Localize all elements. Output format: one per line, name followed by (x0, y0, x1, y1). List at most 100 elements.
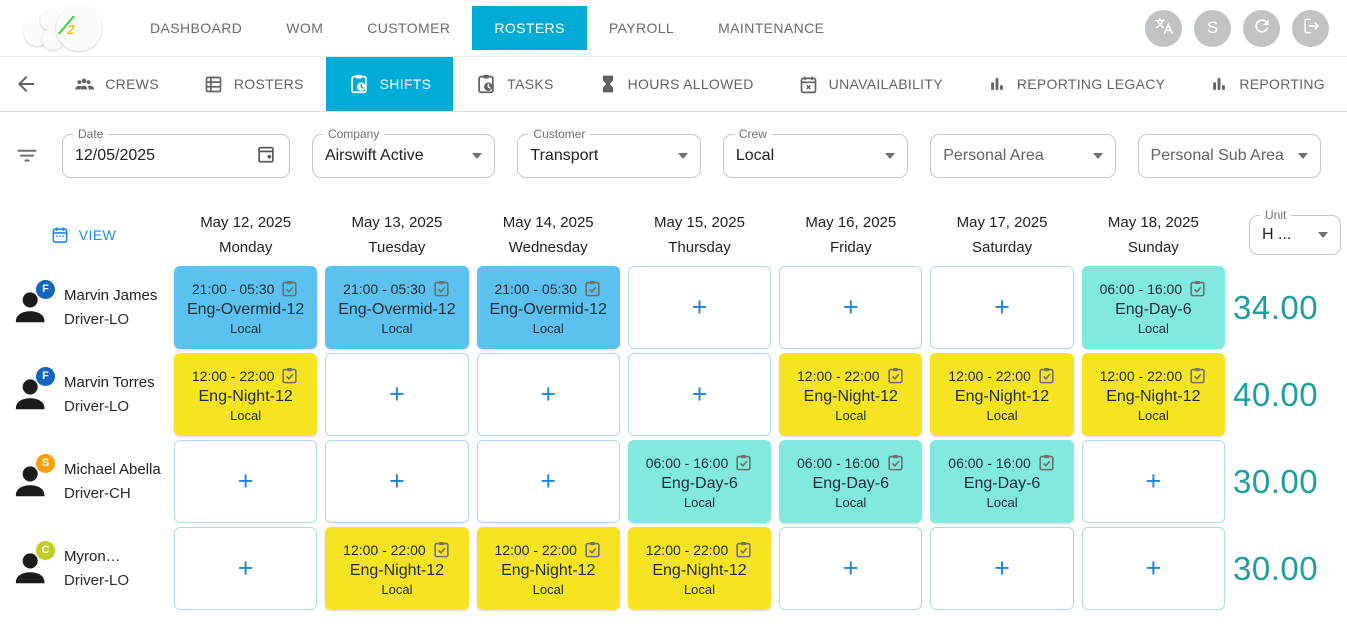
add-shift-cell[interactable]: + (325, 353, 469, 436)
status-badge: F (36, 366, 55, 386)
add-shift-cell[interactable]: + (930, 527, 1074, 610)
translate-button[interactable] (1145, 9, 1182, 47)
shift-time: 12:00 - 22:00 (191, 367, 275, 384)
tab-hours-allowed[interactable]: HOURS ALLOWED (576, 57, 776, 111)
add-shift-cell[interactable]: + (627, 353, 772, 436)
tab-label: ROSTERS (233, 76, 304, 92)
tab-shifts[interactable]: SHIFTS (325, 57, 454, 111)
avatar-letter: S (1206, 18, 1219, 37)
shift-card[interactable]: 06:00 - 16:00 Eng-Day-6 Local (779, 440, 923, 523)
calendar-icon (52, 227, 68, 243)
filter-icon[interactable] (14, 141, 40, 172)
add-shift-cell[interactable]: + (1081, 527, 1225, 610)
employee-name: Marvin James (64, 286, 158, 304)
add-shift-cell[interactable]: + (174, 440, 318, 523)
tab-reporting-legacy[interactable]: REPORTING LEGACY (965, 57, 1187, 111)
person-icon: C (10, 540, 55, 591)
crew-select-label: Crew (733, 127, 772, 141)
employee-role: Driver-LO (64, 571, 130, 589)
clipboard-check-icon (1039, 454, 1054, 471)
employee-cell[interactable]: S Michael Abella Driver-CH (0, 440, 166, 523)
add-shift-cell[interactable]: + (476, 353, 620, 436)
add-shift-cell[interactable]: + (1081, 440, 1225, 523)
shift-name: Eng-Day-6 (661, 475, 738, 492)
nav-maintenance[interactable]: MAINTENANCE (718, 20, 825, 36)
shift-area: Local (1137, 321, 1169, 336)
tab-rosters[interactable]: ROSTERS (181, 57, 326, 111)
shift-name: Eng-Night-12 (501, 562, 596, 579)
clipboard-clock-icon (350, 74, 367, 94)
crew-select[interactable]: Crew Local (722, 127, 909, 178)
shift-area: Local (835, 495, 867, 510)
chevron-down-icon (472, 153, 483, 159)
company-select-value: Airswift Active (324, 147, 424, 164)
shift-name: Eng-Day-6 (963, 475, 1041, 492)
shift-card[interactable]: 21:00 - 05:30 Eng-Overmid-12 Local (476, 266, 620, 349)
plus-icon: + (1145, 466, 1162, 496)
shift-card[interactable]: 12:00 - 22:00 Eng-Night-12 Local (174, 353, 318, 436)
tab-unavailability[interactable]: UNAVAILABILITY (776, 57, 965, 111)
day-column-header: May 16, 2025 Friday (779, 210, 922, 260)
shift-card[interactable]: 12:00 - 22:00 Eng-Night-12 Local (476, 527, 620, 610)
view-button[interactable]: VIEW (50, 225, 116, 245)
shift-time: 21:00 - 05:30 (191, 280, 275, 297)
tab-reporting[interactable]: REPORTING (1187, 57, 1347, 111)
customer-select[interactable]: Customer Transport (517, 127, 701, 178)
plus-icon: + (389, 466, 405, 496)
shift-card[interactable]: 21:00 - 05:30 Eng-Overmid-12 Local (325, 266, 469, 349)
shift-time: 06:00 - 16:00 (797, 454, 880, 471)
date-field-value: 12/05/2025 (75, 147, 156, 164)
add-shift-cell[interactable]: + (779, 527, 923, 610)
tab-tasks[interactable]: TASKS (453, 57, 575, 111)
unit-select[interactable]: Unit H ... (1249, 208, 1341, 255)
add-shift-cell[interactable]: + (476, 440, 620, 523)
nav-customer[interactable]: CUSTOMER (367, 20, 451, 36)
personal-sub-area-select[interactable]: Personal Sub Area (1137, 134, 1321, 178)
shift-card[interactable]: 12:00 - 22:00 Eng-Night-12 Local (1081, 353, 1225, 436)
shift-card[interactable]: 12:00 - 22:00 Eng-Night-12 Local (930, 353, 1074, 436)
people-icon (75, 78, 95, 90)
date-field-label: Date (73, 127, 109, 141)
clipboard-check-icon (282, 280, 298, 297)
plus-icon: + (1145, 553, 1162, 583)
add-shift-cell[interactable]: + (325, 440, 469, 523)
calendar-x-icon (800, 76, 817, 93)
shift-area: Local (381, 582, 413, 597)
shift-card[interactable]: 12:00 - 22:00 Eng-Night-12 Local (325, 527, 469, 610)
back-button[interactable] (0, 72, 51, 96)
shift-card[interactable]: 12:00 - 22:00 Eng-Night-12 Local (627, 527, 772, 610)
employee-cell[interactable]: C Myron… Driver-LO (0, 527, 166, 610)
refresh-button[interactable] (1243, 9, 1280, 47)
add-shift-cell[interactable]: + (174, 527, 318, 610)
employee-cell[interactable]: F Marvin Torres Driver-LO (0, 353, 166, 436)
add-shift-cell[interactable]: + (930, 266, 1074, 349)
shift-card[interactable]: 06:00 - 16:00 Eng-Day-6 Local (930, 440, 1074, 523)
personal-area-select[interactable]: Personal Area (930, 134, 1116, 178)
date-field[interactable]: Date 12/05/2025 (62, 127, 290, 178)
employee-role: Driver-LO (64, 397, 130, 415)
translate-icon (1153, 15, 1175, 42)
shift-time: 06:00 - 16:00 (948, 454, 1031, 471)
user-avatar[interactable]: S (1194, 9, 1231, 47)
nav-dashboard[interactable]: DASHBOARD (150, 20, 243, 36)
shift-card[interactable]: 06:00 - 16:00 Eng-Day-6 Local (1081, 266, 1225, 349)
calendar-icon[interactable] (255, 143, 277, 170)
nav-payroll[interactable]: PAYROLL (608, 20, 675, 36)
nav-wom[interactable]: WOM (286, 20, 324, 36)
shift-card[interactable]: 12:00 - 22:00 Eng-Night-12 Local (779, 353, 923, 436)
logout-button[interactable] (1292, 9, 1329, 47)
employee-cell[interactable]: F Marvin James Driver-LO (0, 266, 166, 349)
add-shift-cell[interactable]: + (627, 266, 772, 349)
shift-card[interactable]: 06:00 - 16:00 Eng-Day-6 Local (627, 440, 772, 523)
roster-row: F Marvin James Driver-LO 21:00 - 05:30 E… (0, 266, 1341, 349)
clipboard-check-icon (1190, 367, 1205, 384)
company-select[interactable]: Company Airswift Active (311, 127, 496, 178)
clipboard-check-icon (282, 367, 298, 384)
shift-card[interactable]: 21:00 - 05:30 Eng-Overmid-12 Local (174, 266, 318, 349)
nav-rosters[interactable]: ROSTERS (472, 6, 587, 50)
day-column-header: May 14, 2025 Wednesday (477, 210, 620, 260)
add-shift-cell[interactable]: + (779, 266, 923, 349)
tab-crews[interactable]: CREWS (51, 57, 181, 111)
status-badge: S (36, 453, 55, 473)
status-badge: C (36, 540, 55, 560)
